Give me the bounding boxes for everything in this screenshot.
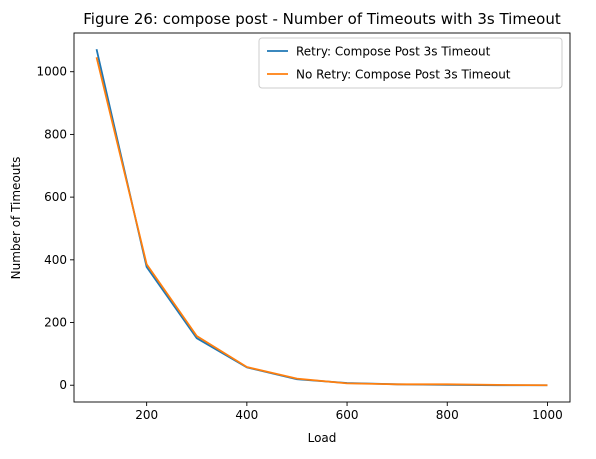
- y-tick-label: 1000: [36, 65, 67, 79]
- x-axis-ticks: 200 400 600 800 1000: [135, 402, 563, 422]
- chart-title: Figure 26: compose post - Number of Time…: [83, 10, 561, 28]
- x-tick-label: 1000: [532, 408, 563, 422]
- legend-label-2: No Retry: Compose Post 3s Timeout: [296, 68, 511, 82]
- axes-frame: [73, 32, 571, 403]
- y-tick-label: 400: [44, 253, 67, 267]
- legend-box: [258, 37, 563, 89]
- y-axis-label: Number of Timeouts: [9, 157, 23, 280]
- x-tick-label: 800: [436, 408, 459, 422]
- x-axis-label: Load: [308, 431, 337, 445]
- y-tick-label: 600: [44, 190, 67, 204]
- y-axis-ticks: 0 200 400 600 800 1000: [36, 65, 74, 392]
- x-tick-label: 600: [336, 408, 359, 422]
- series-line-1: [95, 48, 548, 387]
- y-tick-label: 800: [44, 127, 67, 141]
- y-tick-label: 0: [59, 378, 67, 392]
- legend: Retry: Compose Post 3s Timeout No Retry: …: [258, 37, 563, 89]
- series-line-2: [95, 57, 548, 387]
- plot-area: [73, 32, 571, 403]
- y-tick-label: 200: [44, 316, 67, 330]
- x-tick-label: 200: [135, 408, 158, 422]
- legend-label-1: Retry: Compose Post 3s Timeout: [296, 45, 491, 59]
- x-tick-label: 400: [235, 408, 258, 422]
